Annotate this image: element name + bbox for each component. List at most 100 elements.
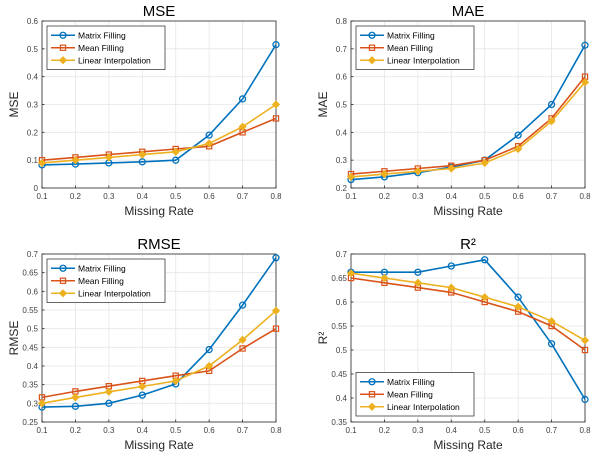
legend-label: Matrix Filling xyxy=(387,30,435,40)
y-axis-label: MAE xyxy=(316,91,330,117)
legend-label: Linear Interpolation xyxy=(78,288,151,298)
data-point xyxy=(514,131,522,139)
y-tick-label: 0.25 xyxy=(22,418,38,427)
series-linear-interpolation xyxy=(346,78,590,181)
x-axis-label: Missing Rate xyxy=(433,204,503,218)
series-line xyxy=(351,258,586,400)
data-point xyxy=(447,283,456,292)
series-line xyxy=(41,44,277,166)
series-line xyxy=(41,257,277,408)
x-tick-label: 0.3 xyxy=(412,426,424,435)
chart-rmse: 0.1 0.2 0.3 0.4 0.5 0.6 0.7 0.8 0.25 0.3 0.35 0.4 0.… xyxy=(7,236,282,452)
series-line xyxy=(350,272,586,342)
y-tick-label: 0.6 xyxy=(336,73,348,82)
y-axis-label: RMSE xyxy=(7,321,21,356)
y-tick-label: 0.3 xyxy=(336,156,348,165)
legend-label: Linear Interpolation xyxy=(78,55,151,65)
data-point xyxy=(205,361,214,371)
x-tick-label: 0.4 xyxy=(446,192,458,201)
data-point xyxy=(514,302,523,311)
x-tick-label: 0.8 xyxy=(579,192,591,201)
x-tick-label: 0.7 xyxy=(546,426,558,435)
y-tick-label: 0.55 xyxy=(22,306,38,315)
data-point xyxy=(447,262,455,270)
legend-marker xyxy=(58,56,68,65)
data-point xyxy=(547,340,556,348)
data-point xyxy=(37,158,47,168)
data-point xyxy=(581,41,589,49)
legend-label: Mean Filling xyxy=(387,43,433,53)
x-tick-label: 0.5 xyxy=(479,426,491,435)
data-point xyxy=(37,399,47,408)
data-point xyxy=(580,78,590,87)
data-point xyxy=(272,41,280,49)
data-point xyxy=(380,273,389,283)
legend-marker xyxy=(368,44,376,51)
y-tick-label: 0.65 xyxy=(22,269,38,278)
x-tick-label: 0.2 xyxy=(70,426,82,435)
y-tick-label: 0.5 xyxy=(27,325,39,334)
data-point xyxy=(238,335,247,344)
legend-marker xyxy=(59,277,67,284)
x-tick-label: 0.5 xyxy=(170,192,182,201)
x-tick-label: 0.3 xyxy=(103,426,115,435)
data-point xyxy=(104,387,113,396)
y-tick-label: 0.5 xyxy=(336,101,348,110)
series-line xyxy=(350,81,586,178)
data-point xyxy=(238,301,247,309)
x-tick-label: 0.8 xyxy=(270,426,282,435)
legend-marker xyxy=(59,31,67,39)
data-point xyxy=(414,268,422,276)
y-tick-label: 0.7 xyxy=(27,250,39,259)
chart-title: MSE xyxy=(143,3,176,20)
data-point xyxy=(71,156,80,165)
y-tick-label: 0.1 xyxy=(27,156,39,165)
y-tick-label: 0.6 xyxy=(27,287,39,296)
y-tick-label: 0.5 xyxy=(27,45,39,54)
legend-label: Mean Filling xyxy=(387,389,433,399)
legend: Matrix Filling Mean Filling Linear Interpo… xyxy=(46,258,166,303)
x-tick-label: 0.7 xyxy=(237,426,249,435)
y-tick-label: 0.45 xyxy=(331,370,347,379)
data-point xyxy=(580,336,590,345)
legend-label: Mean Filling xyxy=(78,43,124,53)
legend-marker xyxy=(59,44,67,51)
data-point xyxy=(480,158,489,168)
legend-label: Mean Filling xyxy=(78,276,124,286)
x-tick-label: 0.5 xyxy=(479,192,491,201)
chart-mae: 0.1 0.2 0.3 0.4 0.5 0.6 0.7 0.80.20.30.40.50.60… xyxy=(316,3,591,218)
chart-mse: 0.1 0.2 0.3 0.4 0.5 0.6 0.7 0.800.10.20.30.40.5… xyxy=(7,3,282,218)
x-tick-label: 0.4 xyxy=(137,192,149,201)
data-point xyxy=(271,306,281,315)
x-tick-label: 0.3 xyxy=(103,192,115,201)
y-tick-label: 0.4 xyxy=(336,128,348,137)
series-line xyxy=(41,310,277,405)
data-point xyxy=(205,345,213,354)
legend-marker xyxy=(59,264,67,272)
y-tick-label: 0 xyxy=(34,184,39,193)
data-point xyxy=(239,345,246,352)
data-point xyxy=(547,117,556,126)
axes-box xyxy=(41,253,277,423)
x-axis-label: Missing Rate xyxy=(433,438,503,452)
data-point xyxy=(71,393,80,402)
y-tick-label: 0.35 xyxy=(22,381,38,390)
y-tick-label: 0.2 xyxy=(27,128,39,137)
data-point xyxy=(413,167,422,176)
x-tick-label: 0.6 xyxy=(513,426,525,435)
y-tick-label: 0.3 xyxy=(27,101,39,110)
chart-title: R² xyxy=(460,236,476,253)
legend-label: Matrix Filling xyxy=(78,263,126,273)
data-point xyxy=(481,256,489,264)
y-tick-label: 0.45 xyxy=(22,343,38,352)
data-point xyxy=(272,254,280,262)
series-line xyxy=(41,328,277,399)
data-point xyxy=(272,325,280,332)
data-point xyxy=(480,293,489,302)
data-point xyxy=(104,153,113,162)
data-point xyxy=(171,147,180,156)
data-point xyxy=(172,156,180,164)
legend-marker xyxy=(368,31,376,39)
legend: Matrix Filling Mean Filling Linear Interpo… xyxy=(355,25,475,70)
x-tick-label: 0.1 xyxy=(36,426,48,435)
